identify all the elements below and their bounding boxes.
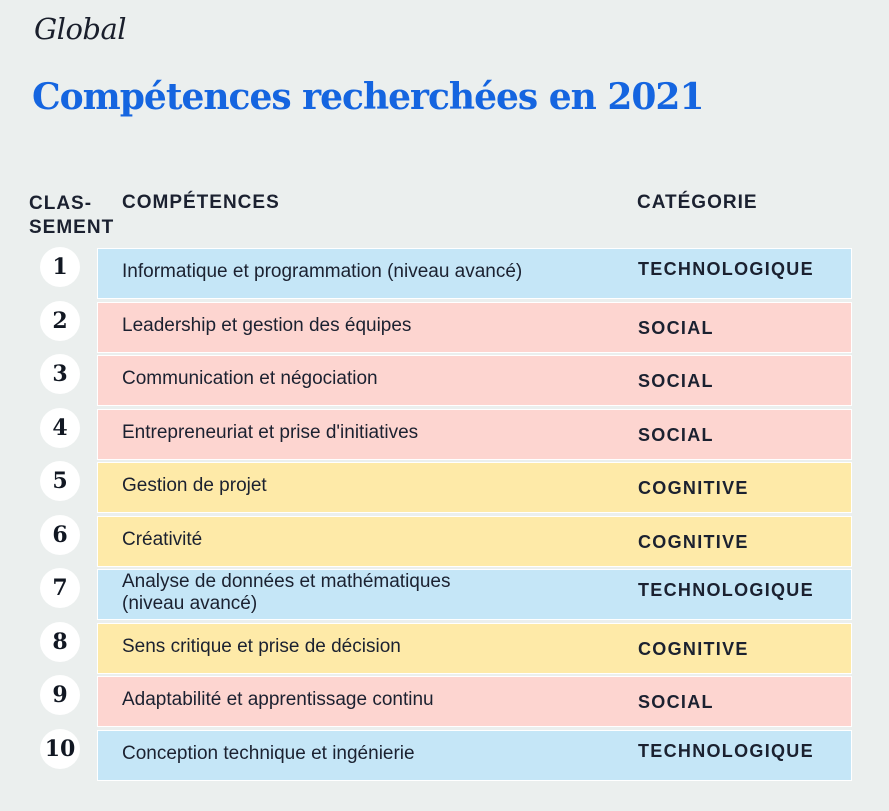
skill-name: Communication et négociation	[122, 368, 378, 389]
column-header-category: CATÉGORIE	[637, 192, 758, 213]
page-title: Compétences recherchées en 2021	[32, 76, 705, 118]
column-header-skill: COMPÉTENCES	[122, 192, 280, 213]
category-label: SOCIAL	[638, 692, 714, 712]
skill-name: Analyse de données et mathématiques (niv…	[122, 571, 451, 614]
row-background	[97, 355, 852, 406]
table-row: 3 Communication et négociation SOCIAL	[0, 354, 889, 408]
skill-name: Informatique et programmation (niveau av…	[122, 261, 523, 282]
row-background	[97, 248, 852, 299]
column-header-rank-label: CLAS- SEMENT	[29, 193, 115, 238]
rank-badge: 7	[40, 568, 80, 608]
category-label: COGNITIVE	[638, 638, 749, 659]
category-label: COGNITIVE	[638, 531, 749, 552]
row-background	[97, 515, 852, 567]
rank-badge: 2	[40, 300, 80, 341]
row-background	[97, 676, 852, 727]
rank-badge: 4	[40, 407, 80, 448]
row-background	[97, 408, 852, 460]
table-row: 1 Informatique et programmation (niveau a…	[0, 247, 889, 301]
table-row: 5 Gestion de projet COGNITIVE	[0, 461, 889, 515]
table-row: 9 Adaptabilité et apprentissage continu SO…	[0, 675, 889, 729]
rank-badge: 9	[40, 675, 80, 715]
table-row: 7 Analyse de données et mathématiques (ni…	[0, 568, 889, 622]
rank-badge: 8	[40, 621, 80, 662]
category-label: COGNITIVE	[638, 478, 749, 498]
skill-name: Gestion de projet	[122, 475, 267, 496]
skill-name: Créativité	[122, 528, 203, 550]
section-kicker: Global	[34, 12, 127, 46]
rank-badge: 6	[40, 514, 80, 555]
rank-badge: 10	[40, 728, 80, 769]
column-header-rank: CLAS- SEMENT	[29, 192, 119, 240]
row-background	[97, 729, 852, 781]
skills-table: 1 Informatique et programmation (niveau a…	[0, 247, 889, 782]
category-label: TECHNOLOGIQUE	[638, 580, 814, 600]
table-row: 4 Entrepreneuriat et prise d'initiatives S…	[0, 407, 889, 462]
category-label: TECHNOLOGIQUE	[638, 259, 814, 279]
row-background	[97, 462, 852, 513]
skill-name: Leadership et gestion des équipes	[122, 314, 412, 336]
rank-badge: 5	[40, 461, 80, 501]
row-background	[97, 301, 852, 353]
rank-badge: 1	[40, 247, 80, 287]
table-row: 2 Leadership et gestion des équipes SOCIAL	[0, 300, 889, 355]
skill-name: Conception technique et ingénierie	[122, 742, 415, 764]
skill-name: Adaptabilité et apprentissage continu	[122, 689, 434, 710]
skill-name: Entrepreneuriat et prise d'initiatives	[122, 421, 419, 443]
category-label: SOCIAL	[638, 424, 714, 445]
table-row: 6 Créativité COGNITIVE	[0, 514, 889, 569]
row-background	[97, 622, 852, 674]
category-label: TECHNOLOGIQUE	[638, 740, 814, 761]
table-row: 8 Sens critique et prise de décision COGNI…	[0, 621, 889, 676]
category-label: SOCIAL	[638, 371, 714, 391]
rank-badge: 3	[40, 354, 80, 394]
row-background	[97, 569, 852, 620]
skill-name: Sens critique et prise de décision	[122, 635, 401, 657]
table-row: 10 Conception technique et ingénierie TECH…	[0, 728, 889, 783]
category-label: SOCIAL	[638, 317, 714, 338]
